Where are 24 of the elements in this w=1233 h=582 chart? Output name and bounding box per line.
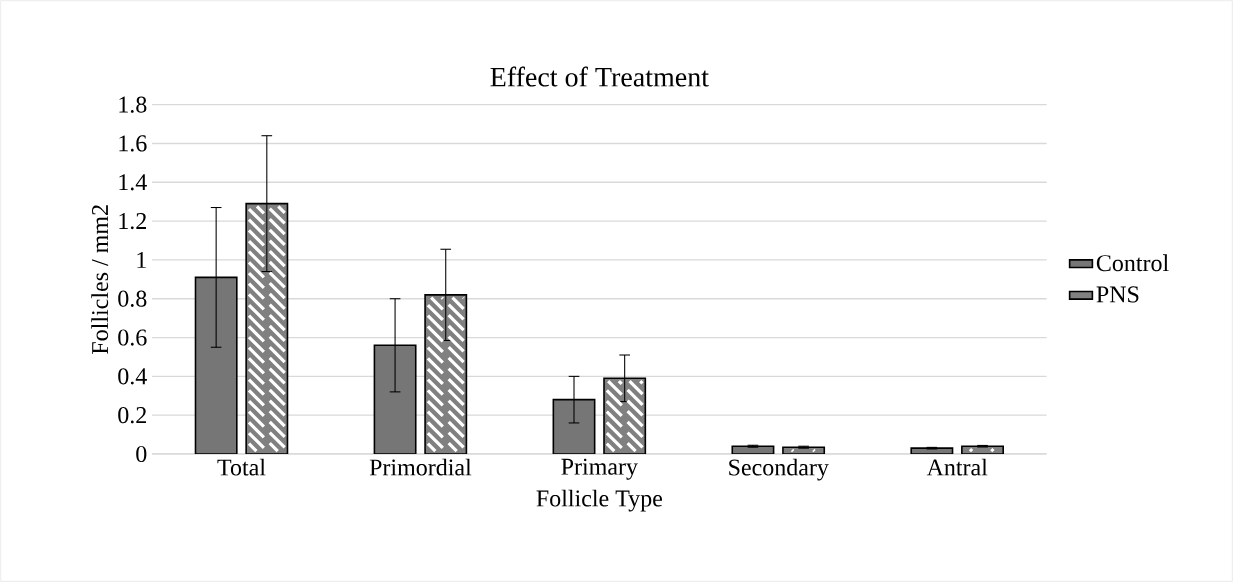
x-tick-label: Antral xyxy=(926,458,988,476)
bar xyxy=(194,276,238,454)
x-tick-label: Primordial xyxy=(369,458,472,476)
y-axis-title: Follicles / mm2 xyxy=(91,205,109,354)
x-axis-title: Follicle Type xyxy=(536,489,663,512)
legend-label: PNS xyxy=(1096,286,1139,303)
bar xyxy=(373,344,417,454)
y-tick-label: 1.2 xyxy=(119,212,146,230)
bar xyxy=(552,398,596,454)
chart-title: Effect of Treatment xyxy=(490,66,709,87)
x-tick-label: Total xyxy=(217,458,266,476)
x-tick-label: Primary xyxy=(561,458,638,480)
y-tick-label: 0.6 xyxy=(118,329,147,346)
bar xyxy=(961,445,1004,454)
y-tick-label: 1.4 xyxy=(119,174,147,191)
y-tick-label: 1 xyxy=(137,251,146,268)
y-tick-label: 0.4 xyxy=(118,368,147,385)
y-tick-label: 1.6 xyxy=(119,135,147,152)
legend-label: Control xyxy=(1096,254,1169,272)
y-tick-label: 0.2 xyxy=(118,407,146,424)
x-tick-label: Secondary xyxy=(729,458,829,481)
y-tick-label: 0 xyxy=(136,445,147,463)
y-tick-label: 1.8 xyxy=(119,96,147,113)
y-tick-label: 0.8 xyxy=(118,290,147,307)
